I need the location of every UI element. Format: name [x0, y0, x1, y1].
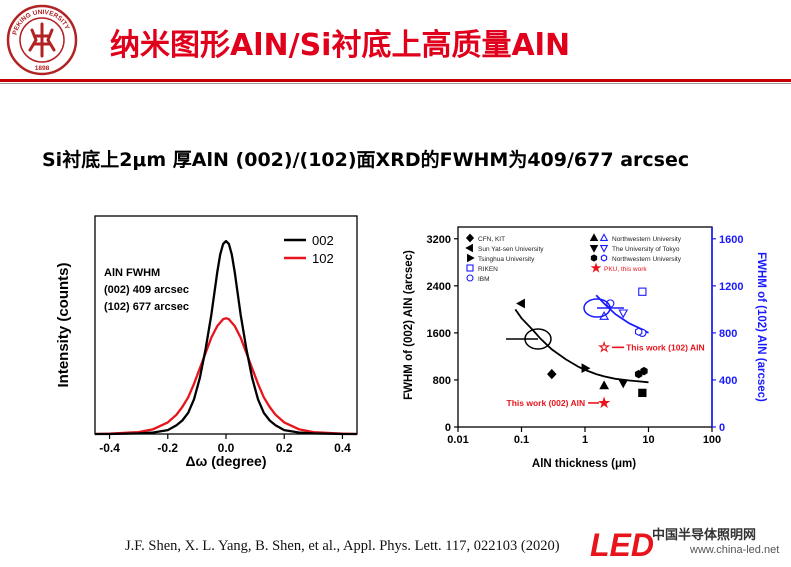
legend-marker — [590, 262, 602, 273]
y-tick-label: 3200 — [427, 234, 451, 246]
y2-tick-label: 1600 — [719, 234, 743, 246]
legend-label: Northwestern University — [612, 256, 682, 263]
x-tick-label: -0.2 — [157, 441, 178, 455]
x-tick-label: -0.4 — [99, 441, 120, 455]
y-axis-label: FWHM of (002) AlN (arcsec) — [403, 250, 415, 400]
legend-marker — [599, 245, 609, 253]
peking-university-logo: PEKING UNIVERSITY 1898 — [6, 4, 78, 76]
legend-marker — [589, 245, 599, 253]
data-point-hexagon — [640, 366, 648, 376]
curve-102 — [94, 317, 358, 436]
y-tick-label: 2400 — [427, 281, 451, 293]
legend-label: PKU, this work — [604, 266, 647, 273]
xrd-rocking-curve-chart: -0.4 -0.2 0.0 0.2 0.4 Intensity (counts) Δω … — [55, 215, 358, 469]
y-tick-label: 800 — [433, 375, 451, 387]
data-point-star — [598, 396, 611, 409]
legend-marker — [465, 243, 473, 253]
curve-002 — [95, 239, 357, 436]
legend-marker — [467, 253, 475, 263]
data-point-tri-down — [618, 309, 629, 319]
y2-tick-label: 0 — [719, 422, 725, 434]
x-tick-label: 10 — [642, 434, 654, 446]
data-point-tri-up — [599, 380, 610, 390]
fwhm-vs-thickness-chart: 0.01 0.1 1 10 100 0 800 1600 2400 3200 0 400 800 12… — [403, 226, 767, 470]
legend-marker — [466, 264, 474, 272]
legend-label: RIKEN — [478, 266, 498, 273]
data-point-tri-left — [516, 298, 525, 309]
y2-tick-label: 400 — [719, 375, 737, 387]
slide-title: 纳米图形AlN/Si衬底上高质量AlN — [110, 28, 571, 63]
watermark-brand: LED — [590, 527, 654, 563]
legend-label: CFN, KIT — [478, 236, 505, 243]
x-tick-label: 0.1 — [514, 434, 529, 446]
annotation-label: This work (002) AlN — [507, 398, 586, 408]
title-divider-shadow — [0, 83, 791, 84]
legend-marker — [466, 274, 474, 282]
x-tick-label: 0.4 — [334, 441, 351, 455]
annotation-label: This work (102) AlN — [626, 342, 705, 352]
data-point-star — [598, 340, 611, 353]
citation: J.F. Shen, X. L. Yang, B. Shen, et al., … — [125, 538, 560, 554]
legend-label: The University of Tokyo — [612, 246, 680, 253]
y-tick-label: 1600 — [427, 328, 451, 340]
legend-marker — [589, 233, 599, 241]
legend: 002 102 — [284, 233, 334, 266]
x-tick-label: 1 — [582, 434, 588, 446]
y2-axis-label: FWHM of (102) AlN (arcsec) — [755, 252, 767, 402]
y2-tick-label: 1200 — [719, 281, 743, 293]
data-point-hexagon — [634, 327, 643, 336]
legend-marker — [600, 254, 608, 262]
y-axis-label: Intensity (counts) — [55, 262, 72, 387]
legend-marker — [599, 233, 609, 241]
x-tick-label: 100 — [703, 434, 721, 446]
legend-label-002: 002 — [312, 233, 334, 248]
x-tick-label: 0.01 — [447, 434, 468, 446]
annotation-line-1: AlN FWHM — [104, 267, 160, 279]
data-point-tri-right — [581, 363, 591, 374]
x-tick-label: 0.2 — [276, 441, 293, 455]
y2-tick-label: 800 — [719, 328, 737, 340]
watermark-logo: LED — [590, 527, 654, 563]
x-axis-label: Δω (degree) — [185, 453, 266, 469]
y-tick-label: 0 — [445, 422, 451, 434]
legend-label: Northwestern University — [612, 236, 682, 243]
plot-frame — [94, 215, 358, 435]
legend-marker — [465, 233, 475, 243]
annotation-line-3: (102) 677 arcsec — [104, 301, 189, 313]
legend-label: Sun Yat-sen University — [478, 246, 544, 253]
legend-marker — [590, 254, 598, 262]
legend-label: Tsinghua University — [478, 256, 535, 263]
watermark-url: www.china-led.net — [690, 544, 780, 556]
watermark-name: 中国半导体照明网 — [652, 528, 757, 543]
legend-label: IBM — [478, 276, 490, 283]
data-point-tri-down — [618, 379, 629, 389]
svg-text:1898: 1898 — [35, 65, 50, 72]
title-divider — [0, 79, 791, 82]
data-point-square — [638, 388, 647, 398]
x-tick-label: 0.0 — [218, 441, 235, 455]
x-axis-label: AlN thickness (μm) — [532, 458, 636, 470]
trend-ellipses — [506, 298, 624, 350]
data-point-square — [638, 287, 647, 296]
annotation-line-2: (002) 409 arcsec — [104, 284, 189, 296]
legend-label-102: 102 — [312, 251, 334, 266]
data-point-diamond — [547, 368, 557, 380]
slide-subtitle: Si衬底上2μm 厚AlN (002)/(102)面XRD的FWHM为409/6… — [42, 149, 690, 171]
